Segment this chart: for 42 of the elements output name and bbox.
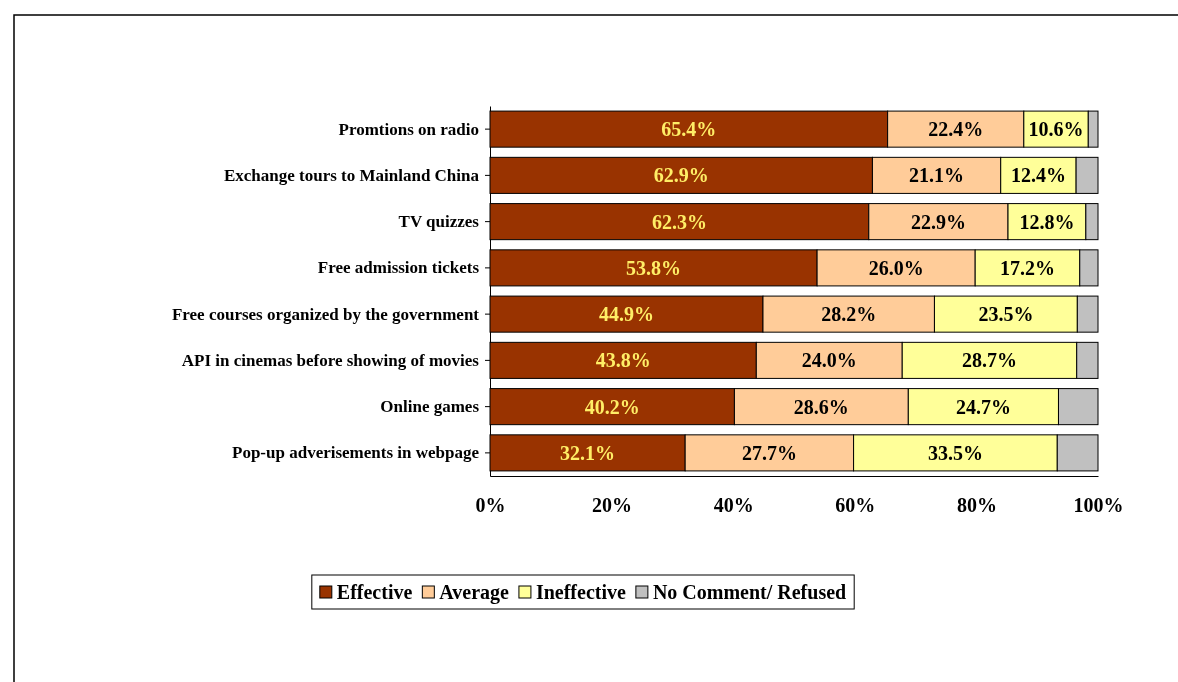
- data-label: 22.4%: [928, 118, 984, 141]
- x-tick-label: 80%: [956, 494, 997, 517]
- data-label: 44.9%: [599, 303, 654, 326]
- y-tick-label: API in cinemas before showing of movies: [181, 350, 480, 370]
- data-label: 53.8%: [626, 256, 682, 279]
- y-tick-label: Free admission tickets: [317, 258, 480, 278]
- data-label: 40.2%: [584, 395, 640, 418]
- x-tick-label: 60%: [835, 494, 876, 517]
- data-label: 10.6%: [1028, 118, 1084, 141]
- y-tick-label: Promtions on radio: [338, 119, 479, 139]
- y-tick-label: Exchange tours to Mainland China: [223, 165, 480, 185]
- data-label: 33.5%: [927, 441, 983, 464]
- data-label: 12.8%: [1019, 210, 1075, 233]
- data-label: 65.4%: [661, 118, 717, 141]
- data-label: 43.8%: [595, 349, 651, 372]
- legend-label: Ineffective: [535, 581, 626, 603]
- data-label: 24.0%: [801, 349, 857, 372]
- data-label: 24.7%: [955, 395, 1011, 418]
- legend-label: Effective: [336, 581, 413, 603]
- x-tick-label: 20%: [592, 494, 633, 517]
- x-tick-label: 0%: [475, 494, 506, 517]
- legend-label: Average: [439, 581, 510, 604]
- x-tick-label: 40%: [713, 494, 754, 517]
- y-tick-label: Pop-up adverisements in webpage: [232, 443, 480, 463]
- data-label: 21.1%: [909, 164, 965, 187]
- data-label: 22.9%: [910, 210, 966, 233]
- data-label: 17.2%: [999, 256, 1055, 279]
- data-label: 28.7%: [961, 349, 1017, 372]
- y-tick-label: Online games: [380, 397, 480, 417]
- data-label: 62.3%: [651, 210, 707, 233]
- data-label: 28.2%: [821, 303, 877, 326]
- legend-label: No Comment/ Refused: [652, 581, 847, 603]
- y-tick-label: Free courses organized by the government: [171, 304, 480, 324]
- data-label: 28.6%: [793, 395, 849, 418]
- data-label: 23.5%: [978, 303, 1034, 326]
- data-label: 12.4%: [1010, 164, 1066, 187]
- data-label: 27.7%: [741, 441, 797, 464]
- y-tick-label: TV quizzes: [398, 212, 480, 232]
- data-label: 62.9%: [653, 164, 709, 187]
- data-label: 32.1%: [560, 441, 616, 464]
- x-tick-label: 100%: [1073, 494, 1124, 517]
- data-label: 26.0%: [868, 256, 924, 279]
